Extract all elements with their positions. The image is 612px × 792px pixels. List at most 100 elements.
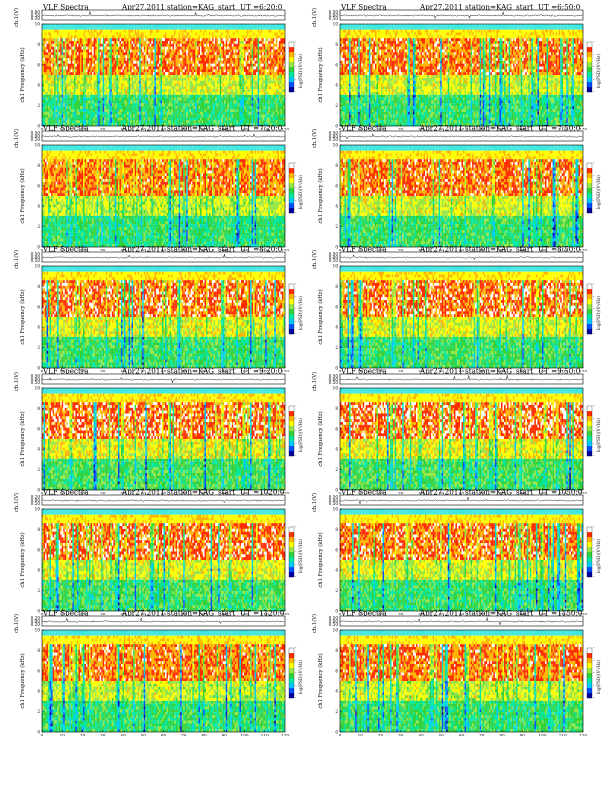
- x-tick-label: 40: [120, 734, 126, 737]
- trace-tick-label: 0.50: [31, 252, 41, 257]
- spectrogram-panel: VLF Spectra Apr27.2011 station=KAG start UT …: [10, 245, 303, 382]
- y-tick-label: 10: [333, 507, 339, 512]
- colorbar-label: log(PSD)(V²/Hz): [298, 418, 303, 452]
- colorbar-tick-label: -: [295, 173, 297, 178]
- colorbar-frame: [288, 283, 295, 335]
- x-tick-label: 0: [339, 734, 342, 737]
- x-tick-label: 60: [459, 734, 465, 737]
- spectrogram-panel: VLF Spectra Apr27.2011 station=KAG start UT …: [10, 488, 303, 625]
- colorbar-tick-label: -: [295, 306, 297, 311]
- trace-axis-label: ch.1(V): [311, 129, 318, 148]
- trace-axis-label: ch.1(V): [311, 372, 318, 391]
- y-tick-label: 2: [37, 224, 40, 229]
- colorbar-tick-label: -: [593, 331, 595, 336]
- colorbar-frame: [586, 41, 593, 93]
- y-tick-label: 4: [335, 689, 338, 694]
- panel-start-label: start: [218, 125, 235, 133]
- colorbar-tick-label: -: [295, 683, 297, 688]
- waveform-trace: [339, 497, 583, 505]
- y-tick-label: 8: [335, 284, 338, 289]
- trace-tick-label: 0.50: [329, 380, 339, 385]
- spectrogram-svg: VLF Spectra Apr27.2011 station=KAG start UT …: [311, 124, 601, 261]
- panel-ut-time: UT =9:50:0: [538, 368, 581, 376]
- y-tick-label: 4: [37, 568, 40, 573]
- colorbar-tick-label: -: [295, 39, 297, 44]
- trace-frame: [41, 494, 286, 506]
- colorbar-frame: [586, 526, 593, 578]
- waveform-trace: [41, 133, 285, 138]
- trace-tick-label: 0.00: [31, 498, 41, 503]
- frequency-axis-label: ch1 Frequency (kHz): [317, 532, 324, 587]
- panel-start-label: start: [516, 489, 533, 497]
- waveform-trace: [41, 11, 285, 17]
- trace-tick-label: 0.50: [329, 622, 339, 627]
- colorbar-frame: [586, 162, 593, 214]
- y-tick-label: 10: [333, 386, 339, 391]
- spectrogram-svg: VLF Spectra Apr27.2011 station=KAG start UT …: [311, 367, 601, 504]
- y-tick-label: 6: [335, 304, 338, 309]
- colorbar-tick-label: -: [593, 173, 595, 178]
- panel-ut-time: UT =8:20:0: [240, 246, 283, 254]
- colorbar: [587, 406, 592, 457]
- frequency-axis-label: ch1 Frequency (kHz): [317, 289, 324, 344]
- trace-tick-label: 0.50: [329, 258, 339, 263]
- trace-tick-label: 0.00: [329, 377, 339, 382]
- y-tick-label: 10: [35, 143, 41, 148]
- colorbar: [587, 284, 592, 335]
- y-tick-label: 4: [335, 325, 338, 330]
- panel-date: Apr27.2011: [121, 4, 165, 12]
- trace-tick-label: 0.00: [31, 134, 41, 139]
- x-tick-label: 0: [41, 734, 44, 737]
- spectrogram-panel: VLF Spectra Apr27.2011 station=KAG start UT …: [308, 609, 601, 746]
- x-tick-label: 120: [281, 734, 289, 737]
- spectrogram-svg: VLF Spectra Apr27.2011 station=KAG start UT …: [13, 609, 303, 746]
- spectrogram-heatmap: [42, 509, 286, 612]
- panel-date: Apr27.2011: [419, 489, 463, 497]
- panel-station: station=KAG: [167, 246, 214, 254]
- colorbar-tick-label: -: [593, 77, 595, 82]
- spectrogram-heatmap: [42, 630, 286, 733]
- y-tick-label: 8: [37, 406, 40, 411]
- trace-tick-label: 0.50: [329, 495, 339, 500]
- spectrogram-svg: VLF Spectra Apr27.2011 station=KAG start UT …: [311, 245, 601, 382]
- colorbar-tick-label: -: [295, 670, 297, 675]
- panel-start-label: start: [516, 368, 533, 376]
- colorbar-tick-label: -: [593, 281, 595, 286]
- frequency-axis-label: ch1 Frequency (kHz): [317, 411, 324, 466]
- panel-title: VLF Spectra: [42, 489, 89, 497]
- spectrogram-svg: VLF Spectra Apr27.2011 station=KAG start UT …: [13, 488, 303, 625]
- y-tick-label: 10: [333, 22, 339, 27]
- y-tick-label: 6: [37, 183, 40, 188]
- trace-tick-label: 0.20: [31, 501, 41, 506]
- panel-station: station=KAG: [465, 125, 512, 133]
- trace-axis-label: ch.1(V): [13, 250, 20, 269]
- colorbar-tick-label: -: [295, 77, 297, 82]
- trace-tick-label: 0.50: [31, 380, 41, 385]
- y-tick-label: 2: [37, 103, 40, 108]
- x-tick-label: 30: [398, 734, 404, 737]
- colorbar-tick-label: -: [593, 524, 595, 529]
- colorbar-tick-label: -: [593, 210, 595, 215]
- trace-tick-label: 0.00: [31, 619, 41, 624]
- y-tick-label: 4: [37, 325, 40, 330]
- colorbar-tick-label: -: [593, 185, 595, 190]
- colorbar-tick-label: -: [295, 416, 297, 421]
- trace-tick-label: 0.50: [31, 374, 41, 379]
- trace-tick-label: 0.00: [329, 255, 339, 260]
- panel-ut-time: UT =1150:0: [538, 610, 583, 618]
- panel-title: VLF Spectra: [42, 610, 89, 618]
- y-tick-label: 8: [37, 648, 40, 653]
- panel-ut-time: UT =8:50:0: [538, 246, 581, 254]
- y-tick-label: 8: [335, 648, 338, 653]
- colorbar-tick-label: -: [593, 198, 595, 203]
- panel-station: station=KAG: [167, 489, 214, 497]
- y-tick-label: 6: [335, 62, 338, 67]
- spectrogram-panel: VLF Spectra Apr27.2011 station=KAG start UT …: [308, 245, 601, 382]
- y-tick-label: 4: [335, 204, 338, 209]
- trace-tick-label: 0.30: [31, 16, 41, 21]
- spectrogram-heatmap: [340, 145, 584, 248]
- colorbar-tick-label: -: [295, 453, 297, 458]
- trace-tick-label: 0.50: [329, 501, 339, 506]
- y-tick-label: 6: [37, 426, 40, 431]
- spectrogram-heatmap: [42, 266, 286, 369]
